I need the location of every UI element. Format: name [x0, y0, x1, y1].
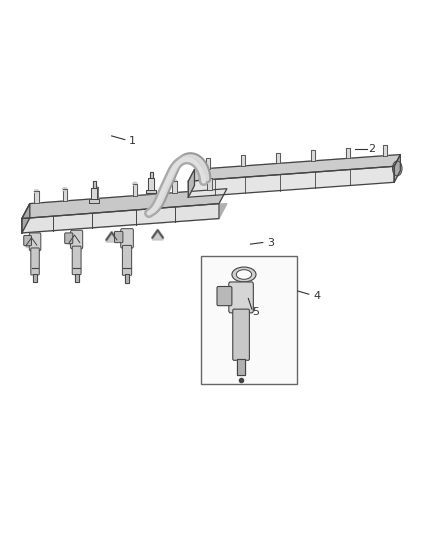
Ellipse shape: [232, 267, 256, 282]
FancyBboxPatch shape: [24, 236, 32, 246]
FancyBboxPatch shape: [72, 246, 81, 274]
Ellipse shape: [237, 270, 251, 279]
Bar: [34, 191, 39, 203]
Ellipse shape: [63, 188, 67, 191]
Text: 1: 1: [129, 136, 136, 146]
Ellipse shape: [172, 179, 177, 182]
Text: 3: 3: [267, 238, 274, 247]
Polygon shape: [22, 204, 219, 233]
FancyBboxPatch shape: [31, 248, 39, 275]
Ellipse shape: [207, 176, 212, 180]
Bar: [148, 178, 154, 190]
FancyBboxPatch shape: [233, 309, 249, 360]
FancyBboxPatch shape: [71, 230, 83, 249]
Text: 5: 5: [252, 307, 259, 317]
Polygon shape: [22, 204, 30, 233]
Text: 4: 4: [313, 291, 320, 301]
Polygon shape: [149, 172, 153, 178]
Bar: [33, 274, 37, 282]
FancyBboxPatch shape: [217, 287, 232, 306]
Bar: [74, 273, 78, 282]
Polygon shape: [394, 155, 400, 182]
Polygon shape: [188, 169, 194, 197]
Polygon shape: [69, 235, 80, 245]
Bar: [172, 181, 177, 192]
Bar: [276, 153, 279, 164]
Polygon shape: [188, 166, 394, 197]
Bar: [206, 158, 210, 168]
FancyBboxPatch shape: [114, 231, 123, 243]
Bar: [133, 184, 137, 196]
FancyBboxPatch shape: [201, 256, 297, 384]
Ellipse shape: [133, 182, 137, 185]
Polygon shape: [237, 359, 245, 375]
Bar: [63, 189, 67, 201]
Bar: [346, 148, 350, 158]
Polygon shape: [92, 181, 96, 188]
Polygon shape: [22, 204, 227, 233]
FancyBboxPatch shape: [122, 245, 132, 276]
Ellipse shape: [392, 161, 402, 176]
Polygon shape: [152, 230, 163, 240]
Bar: [125, 274, 129, 284]
Bar: [383, 145, 387, 156]
FancyBboxPatch shape: [29, 233, 41, 251]
Bar: [311, 150, 314, 161]
Bar: [146, 190, 156, 193]
Ellipse shape: [34, 190, 39, 193]
Bar: [89, 199, 99, 203]
Polygon shape: [22, 189, 227, 219]
FancyBboxPatch shape: [65, 233, 73, 244]
Bar: [207, 178, 212, 190]
Polygon shape: [188, 155, 400, 181]
Polygon shape: [26, 238, 37, 247]
FancyBboxPatch shape: [229, 282, 253, 313]
Polygon shape: [106, 232, 117, 242]
Ellipse shape: [93, 185, 98, 189]
FancyBboxPatch shape: [121, 229, 133, 248]
Text: 2: 2: [368, 144, 375, 154]
Bar: [93, 187, 98, 199]
Bar: [91, 188, 97, 199]
Bar: [241, 155, 245, 166]
